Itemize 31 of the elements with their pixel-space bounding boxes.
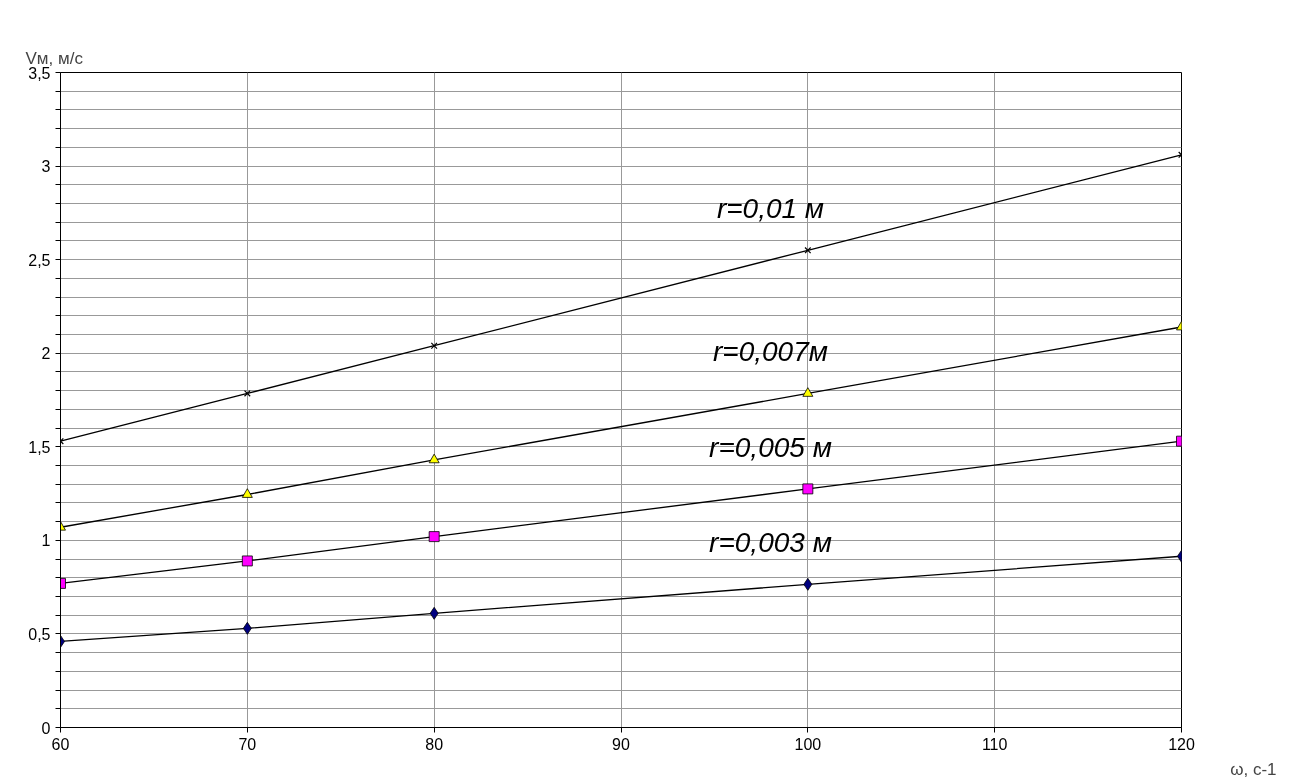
point	[429, 606, 439, 620]
point	[241, 555, 253, 567]
series-label: r=0,01 м	[716, 193, 825, 225]
point	[241, 488, 253, 498]
y-tick-label: 3	[41, 158, 51, 176]
point	[243, 390, 251, 397]
point	[430, 342, 438, 350]
y-tick-label: 2	[41, 345, 51, 363]
x-tick-label: 110	[981, 735, 1008, 753]
series-label: r=0,007м	[713, 336, 828, 368]
point	[803, 577, 813, 591]
point	[804, 246, 812, 254]
point	[802, 387, 814, 397]
point	[428, 531, 440, 543]
series-label: r=0,003 м	[709, 527, 832, 559]
x-tick-label: 80	[425, 735, 444, 753]
series-label: r=0,005 м	[709, 431, 832, 463]
x-tick-label: 70	[238, 735, 257, 753]
point	[428, 453, 440, 464]
x-tick-label: 60	[51, 735, 70, 753]
point	[802, 483, 814, 495]
x-axis-title: ω, с-1	[1230, 759, 1277, 779]
y-tick-label: 2,5	[28, 251, 51, 269]
x-tick-label: 120	[1168, 735, 1195, 753]
y-tick-label: 1,5	[28, 438, 51, 456]
y-tick-label: 0,5	[28, 625, 51, 643]
x-tick-label: 90	[612, 735, 630, 753]
point	[242, 621, 252, 635]
x-tick-label: 100	[794, 735, 822, 753]
y-tick-label: 0	[41, 719, 51, 737]
y-tick-label: 1	[41, 532, 51, 550]
